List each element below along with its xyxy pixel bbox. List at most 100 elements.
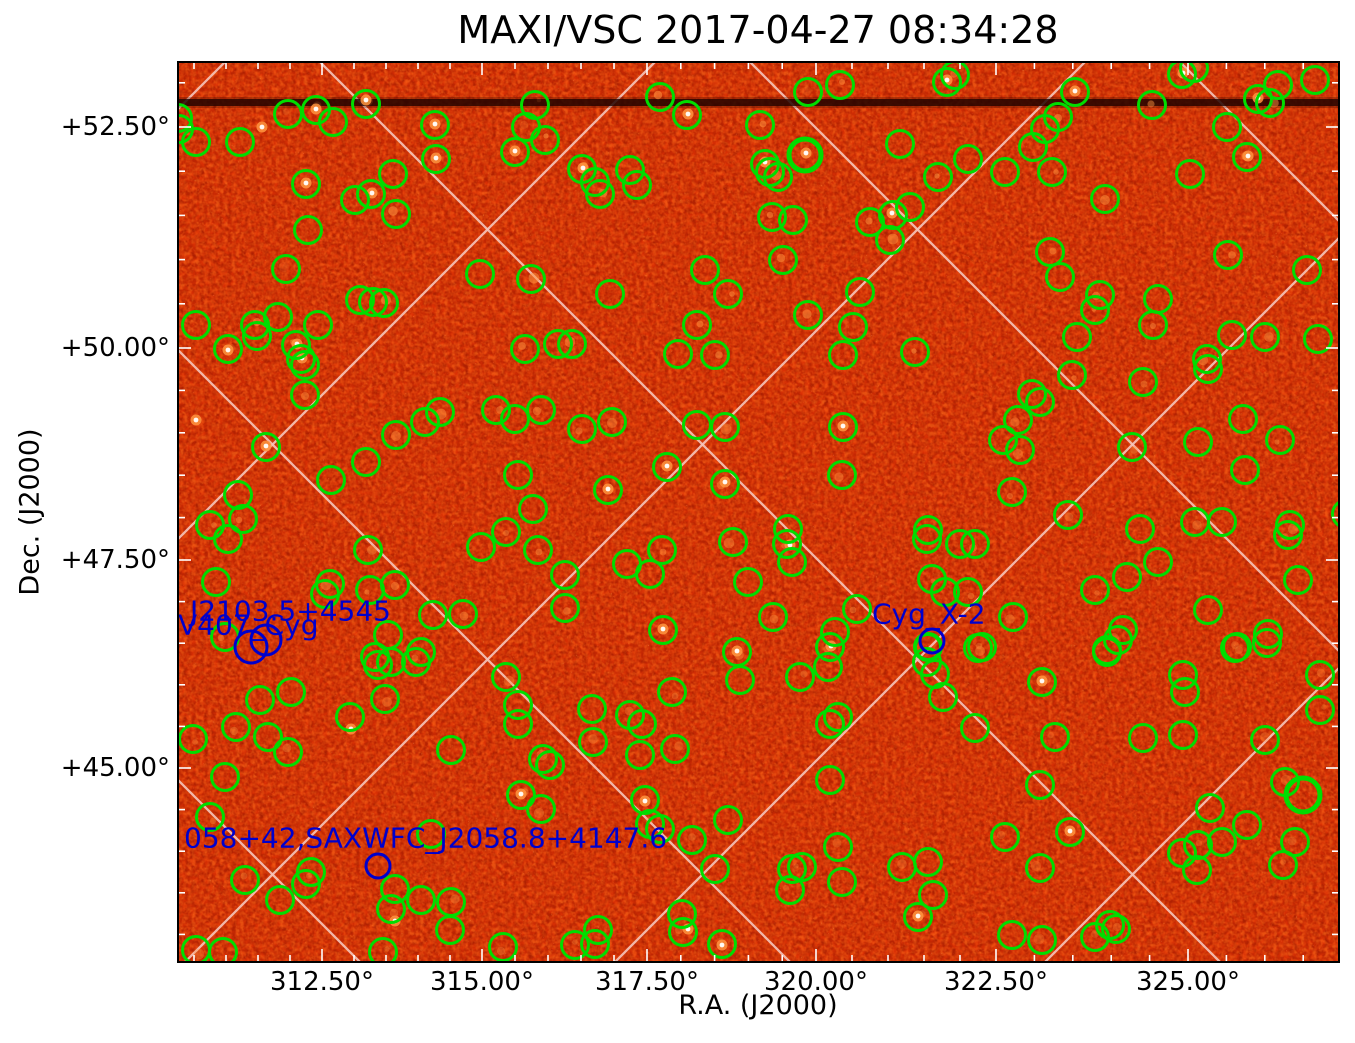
green-source-circle [815,709,845,739]
green-source-circle [1045,262,1075,292]
faint-source-blob [802,86,812,96]
green-source-circle [1170,677,1200,707]
grid-line-diagonal [183,62,1087,962]
green-source-circle [420,110,450,140]
green-source-circle [271,254,301,284]
green-source-circle [286,344,316,374]
green-source-circle [928,682,958,712]
bright-speck-core [642,798,648,804]
faint-source-blob [1309,74,1313,78]
faint-source-blob [787,214,791,218]
green-source-circle [500,137,530,167]
grid-line-diagonal [1178,62,1339,223]
faint-source-blob [1345,514,1353,522]
green-source-circle [1027,667,1057,697]
x-axis-label: R.A. (J2000) [678,990,838,1021]
bright-speck-core [433,155,439,161]
faint-source-blob [1048,732,1054,738]
faint-source-blob [588,734,598,744]
green-source-circle [345,285,375,315]
faint-source-blob [390,166,394,170]
green-source-circle [1268,850,1298,880]
green-source-circle [1265,425,1295,455]
y-tick-label: +50.00° [61,333,170,363]
green-source-circle [1263,70,1293,100]
green-source-circle [682,310,712,340]
green-source-circle [380,874,410,904]
green-source-circle [707,929,737,959]
green-source-circle [577,694,607,724]
green-source-circle [763,162,793,192]
bright-speck-core [259,124,265,130]
faint-source-blob [1010,417,1020,427]
faint-source-blob [390,581,400,591]
green-source-circle [1060,77,1090,107]
faint-source-blob [211,522,217,528]
green-source-circle [526,395,556,425]
green-source-circle [1095,910,1125,940]
green-source-circle [630,785,660,815]
green-source-circle [823,832,853,862]
faint-source-blob [839,79,845,85]
green-source-circle [625,740,655,770]
green-source-circle [1280,827,1310,857]
faint-source-blob [934,173,940,179]
faint-source-blob [1150,323,1156,329]
green-source-circle [560,930,590,960]
bright-speck-core [1039,678,1045,684]
green-source-circle [491,517,521,547]
faint-source-blob [389,908,399,918]
bright-speck-core [685,111,691,117]
green-source-circle [340,185,370,215]
green-source-circle [1112,562,1142,592]
green-source-circle [1232,810,1262,840]
green-source-circle [690,255,720,285]
green-source-circle [990,157,1020,187]
green-source-circle [418,600,448,630]
green-source-circle [913,847,943,877]
green-source-circle [997,477,1027,507]
faint-source-blob [459,611,469,621]
green-source-circle [672,100,702,130]
faint-source-blob [1140,380,1148,388]
green-source-circle [1167,838,1197,868]
x-tick-label: 317.50° [595,967,699,997]
green-source-circle [281,330,311,360]
green-source-circle [580,929,610,959]
faint-source-blob [759,120,767,128]
green-source-circle [595,279,625,309]
faint-source-blob [865,217,873,225]
bright-speck-core [664,463,670,469]
green-source-circle [785,662,815,692]
faint-source-blob [1192,520,1202,530]
faint-source-blob [1100,195,1110,205]
green-source-circle [503,690,533,720]
faint-source-blob [696,320,704,328]
green-source-circle [535,750,565,780]
green-source-circle [663,339,693,369]
green-source-circle [369,288,399,318]
green-source-circle [725,665,755,695]
green-source-circle [293,215,323,245]
faint-source-blob [827,718,833,724]
green-source-circle [1230,455,1260,485]
plot-border [177,61,1340,963]
green-source-circle [530,125,560,155]
faint-source-blob [834,472,844,482]
green-source-circle [828,412,858,442]
green-source-circle [245,685,275,715]
green-source-circle [491,662,521,692]
faint-source-blob [975,646,985,656]
bright-speck-core [225,347,231,353]
green-source-circle [316,465,346,495]
faint-source-blob [1274,439,1280,445]
green-source-circle [913,515,943,545]
faint-source-blob [367,545,377,555]
green-source-circle [213,334,243,364]
faint-source-blob [1053,169,1059,175]
faint-source-blob [849,606,857,614]
faint-source-blob [240,872,248,880]
faint-source-blob [229,726,239,736]
green-source-circle [448,599,478,629]
